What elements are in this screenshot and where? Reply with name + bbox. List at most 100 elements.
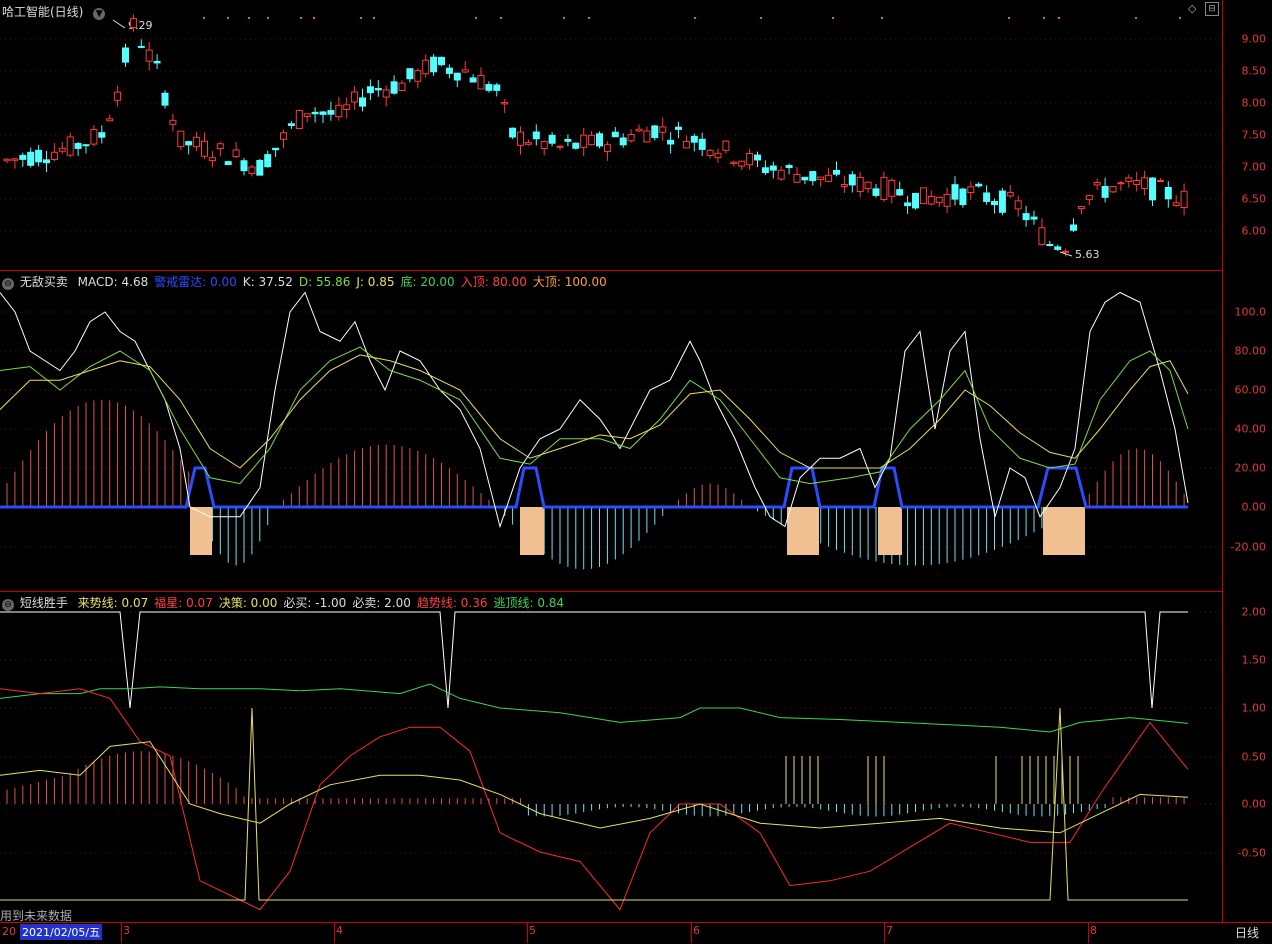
radar-block — [190, 507, 212, 555]
signal-dot — [500, 17, 502, 19]
candle-body — [366, 86, 374, 94]
axis-tick: 8.50 — [1241, 64, 1267, 78]
candle-body — [287, 123, 295, 126]
price-gridlines — [0, 38, 1222, 232]
candle-body — [406, 68, 414, 80]
candle-body — [311, 111, 319, 115]
candle-body — [888, 179, 896, 197]
price-axis: 9.00 8.50 8.00 7.50 7.00 6.50 6.00 — [1222, 0, 1272, 270]
candle-body — [872, 188, 880, 196]
signal-dot — [1179, 17, 1181, 19]
axis-tick: 1.50 — [1241, 653, 1267, 667]
candle-body — [754, 154, 761, 161]
candle-body — [208, 157, 216, 162]
radar-block — [1043, 507, 1085, 555]
candle-body — [564, 138, 572, 142]
candle-body — [904, 202, 912, 207]
indicator2-collapse-icon[interactable]: ⊖ — [2, 599, 14, 611]
candle-body — [58, 147, 66, 152]
candle-body — [106, 118, 114, 122]
candle-body — [761, 167, 769, 174]
collapse-icon[interactable]: ▼ — [93, 8, 106, 20]
signal-dot — [1043, 17, 1045, 19]
candle-body — [840, 183, 848, 187]
signal-dot — [1058, 17, 1060, 19]
axis-tick: 9.00 — [1241, 32, 1267, 46]
signal-dot — [1008, 17, 1010, 19]
candle-body — [959, 188, 967, 206]
candle-body — [1164, 186, 1172, 200]
axis-tick: 60.00 — [1234, 383, 1267, 397]
candle-body — [540, 141, 548, 150]
candle-body — [627, 134, 635, 142]
signal-dot — [300, 17, 302, 19]
legend-item: J: 0.85 — [356, 275, 395, 289]
candle-body — [74, 143, 82, 149]
candle-body — [698, 138, 706, 150]
decision-bars — [785, 756, 1079, 804]
candle-body — [232, 149, 240, 158]
axis-tick: 7.50 — [1241, 128, 1267, 142]
diamond-icon[interactable]: ◇ — [1188, 2, 1197, 15]
legend-item: 必买: -1.00 — [283, 596, 347, 610]
stock-name: 哈工智能(日线) — [2, 5, 84, 19]
legend-item: 福星: 0.07 — [154, 596, 213, 610]
month-tick: 3 — [123, 924, 130, 937]
candle-body — [461, 69, 469, 73]
period-tab-label: 日线 — [1234, 926, 1259, 940]
candle-body — [935, 196, 943, 203]
axis-tick: 0.00 — [1241, 797, 1267, 811]
candle-body — [675, 126, 682, 130]
candle-body — [975, 183, 983, 187]
indicator1-chart — [0, 291, 1222, 570]
candle-body — [651, 125, 659, 139]
candle-body — [714, 152, 722, 159]
candle-body — [240, 160, 248, 172]
month-tick: 7 — [886, 924, 893, 937]
candle-body — [517, 131, 524, 146]
candle-body — [272, 147, 280, 151]
price-pane[interactable]: 哈工智能(日线) ▼ ◇ ⊟ 9.29 5.63 — [0, 0, 1222, 270]
candle-body — [390, 81, 398, 94]
indicator1-pane[interactable]: ⊖ 无敌买卖 MACD: 4.68 警戒雷达: 0.00 K: 37.52 D: 55… — [0, 271, 1222, 591]
candle-body — [588, 134, 596, 146]
signal-dot — [881, 17, 883, 19]
indicator1-collapse-icon[interactable]: ⊖ — [2, 278, 14, 290]
candle-body — [359, 97, 366, 107]
candle-body — [90, 129, 98, 145]
candle-body — [659, 126, 667, 133]
signal-dot — [832, 17, 834, 19]
period-tab[interactable]: 日线 — [1222, 922, 1272, 944]
candle-body — [927, 195, 935, 205]
candle-body — [216, 143, 224, 149]
indicator2-pane[interactable]: ⊖ 短线胜手 来势线: 0.07 福星: 0.07 决策: 0.00 必买: -1.0… — [0, 592, 1222, 923]
candle-body — [556, 145, 564, 148]
candle-body — [1006, 191, 1014, 197]
candle-body — [82, 144, 90, 147]
candle-body — [193, 136, 201, 148]
signal-dot — [203, 17, 205, 19]
axis-tick: 8.00 — [1241, 96, 1267, 110]
buy-line — [0, 707, 1188, 901]
candle-body — [382, 89, 390, 98]
signal-dot — [360, 17, 362, 19]
candle-body — [430, 56, 438, 73]
candle-body — [643, 130, 651, 143]
candle-body — [145, 49, 153, 62]
candle-body — [1125, 177, 1133, 182]
legend-item: 趋势线: 0.36 — [416, 596, 488, 610]
candle-body — [493, 84, 501, 91]
legend-item: 入顶: 80.00 — [460, 275, 527, 289]
candle-body — [169, 119, 177, 125]
candle-body — [248, 166, 256, 175]
trend-line — [0, 688, 1189, 911]
candle-body — [485, 84, 493, 91]
candle-body — [611, 131, 619, 138]
close-pane-icon[interactable]: ⊟ — [1205, 2, 1219, 16]
low-price-label: 5.63 — [1075, 248, 1100, 261]
indicator2-chart — [0, 611, 1222, 911]
candle-body — [596, 133, 603, 147]
candle-body — [856, 176, 864, 192]
candle-body — [35, 149, 43, 163]
candle-body — [809, 171, 817, 182]
